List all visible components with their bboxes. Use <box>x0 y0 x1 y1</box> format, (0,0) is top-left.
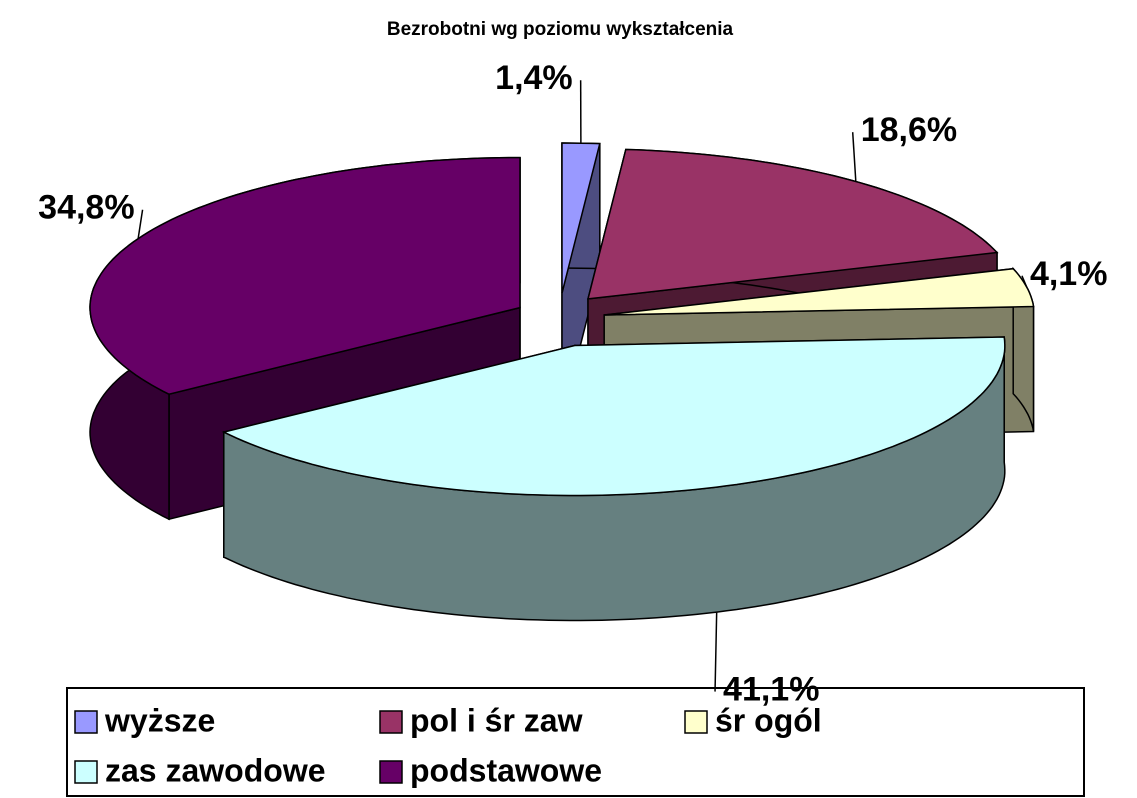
slice-top <box>561 142 601 294</box>
chart-title: Bezrobotni wg poziomu wykształcenia <box>387 19 734 40</box>
legend-swatch <box>74 710 98 734</box>
legend-label: podstawowe <box>410 752 602 788</box>
legend-swatch <box>379 710 403 734</box>
legend-label: pol i śr zaw <box>410 702 583 738</box>
leader-line <box>1021 275 1028 288</box>
slice-top <box>221 336 1006 497</box>
data-label: 34,8% <box>38 189 134 227</box>
legend-label: śr ogól <box>715 702 822 738</box>
legend-box <box>66 687 1085 797</box>
data-label: 1,4% <box>495 59 573 97</box>
slice-top <box>89 156 521 395</box>
legend-swatch <box>379 760 403 784</box>
leader-line <box>714 612 718 692</box>
leader-line <box>137 209 144 239</box>
data-label: 41,1% <box>723 671 819 709</box>
slice-top <box>587 148 999 300</box>
legend-label: wyższe <box>104 702 215 738</box>
data-label: 18,6% <box>861 111 957 149</box>
legend-swatch <box>684 710 708 734</box>
slice <box>221 336 1006 622</box>
data-label: 4,1% <box>1030 255 1108 293</box>
legend-label: zas zawodowe <box>105 752 326 788</box>
legend-swatch <box>74 760 98 784</box>
slice-top <box>604 267 1035 316</box>
leader-line <box>851 132 857 182</box>
